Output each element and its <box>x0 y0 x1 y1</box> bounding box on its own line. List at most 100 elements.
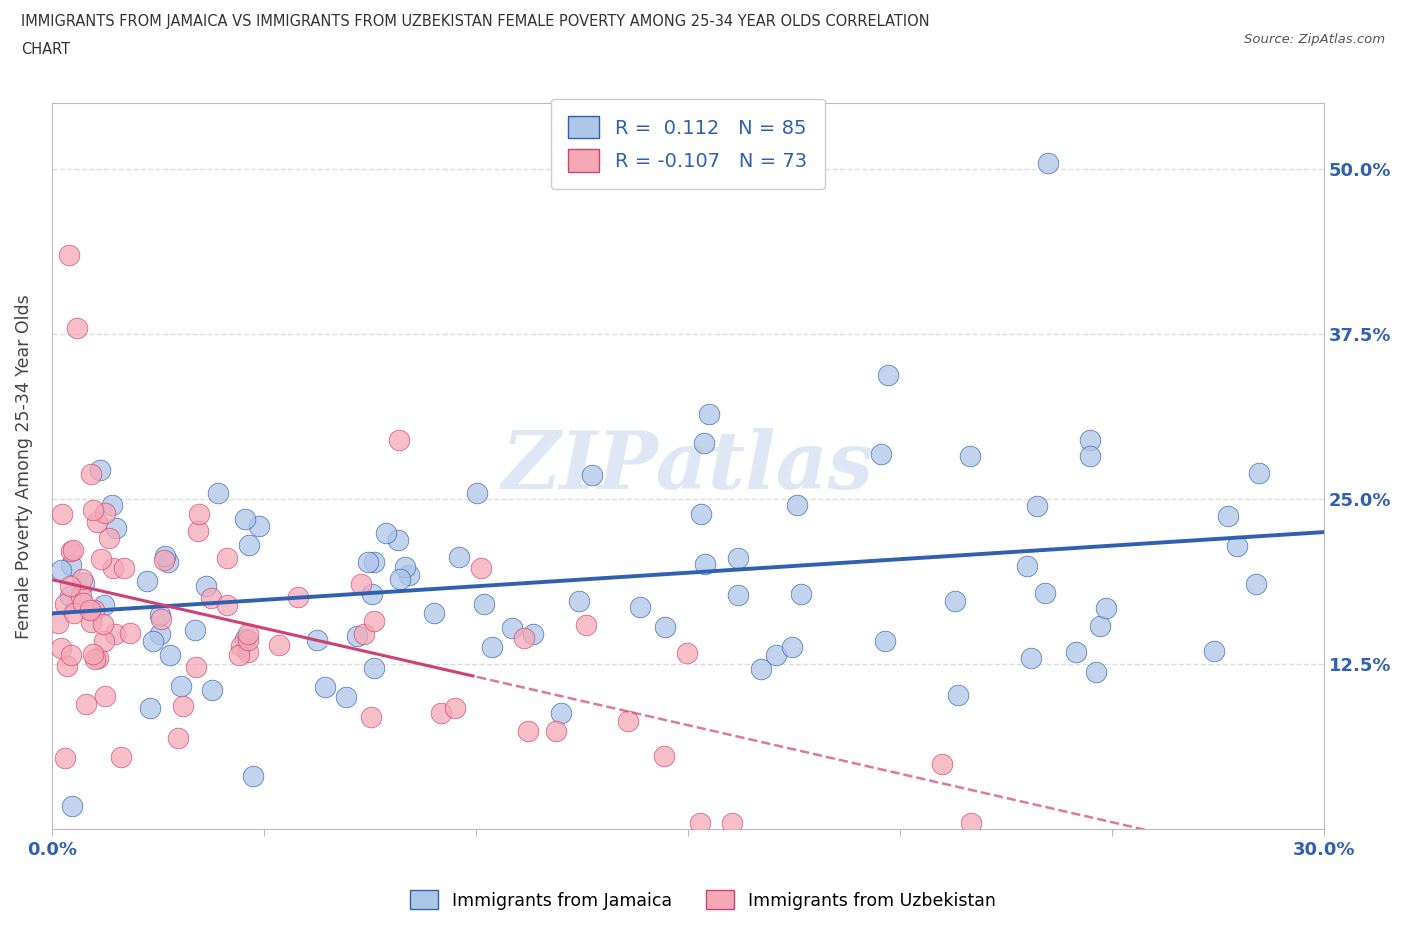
Point <box>727 588 749 603</box>
Point <box>150 612 173 627</box>
Point <box>91 617 114 631</box>
Point <box>104 521 127 536</box>
Point <box>363 554 385 569</box>
Point <box>790 586 813 601</box>
Point <box>1019 650 1042 665</box>
Point <box>307 632 329 647</box>
Point <box>53 597 76 612</box>
Point <box>236 626 259 641</box>
Point <box>481 640 503 655</box>
Point <box>422 605 444 620</box>
Point <box>82 646 104 661</box>
Point <box>943 593 966 608</box>
Point <box>1015 558 1038 573</box>
Point <box>335 690 357 705</box>
Text: Source: ZipAtlas.com: Source: ZipAtlas.com <box>1244 33 1385 46</box>
Point <box>567 594 589 609</box>
Point <box>200 591 222 605</box>
Point <box>217 551 239 565</box>
Point <box>581 468 603 483</box>
Point <box>63 605 86 620</box>
Point <box>153 552 176 567</box>
Point <box>93 689 115 704</box>
Point <box>94 506 117 521</box>
Point <box>79 603 101 618</box>
Point <box>59 544 82 559</box>
Point <box>470 561 492 576</box>
Point <box>238 538 260 552</box>
Point <box>1249 465 1271 480</box>
Point <box>136 574 159 589</box>
Point <box>172 699 194 714</box>
Point <box>66 320 89 335</box>
Point <box>1033 585 1056 600</box>
Point <box>72 571 94 586</box>
Point <box>1226 539 1249 554</box>
Point <box>1088 618 1111 633</box>
Point <box>350 577 373 591</box>
Point <box>465 485 488 500</box>
Point <box>676 646 699 661</box>
Point <box>786 498 808 512</box>
Point <box>80 615 103 630</box>
Point <box>689 816 711 830</box>
Point <box>721 816 744 830</box>
Point <box>353 627 375 642</box>
Point <box>375 525 398 540</box>
Y-axis label: Female Poverty Among 25-34 Year Olds: Female Poverty Among 25-34 Year Olds <box>15 294 32 639</box>
Point <box>101 561 124 576</box>
Point <box>233 512 256 526</box>
Point <box>398 567 420 582</box>
Point <box>207 485 229 500</box>
Point <box>765 647 787 662</box>
Point <box>217 598 239 613</box>
Point <box>695 556 717 571</box>
Point <box>229 639 252 654</box>
Point <box>51 563 73 578</box>
Point <box>58 247 80 262</box>
Point <box>98 530 121 545</box>
Point <box>149 626 172 641</box>
Point <box>388 432 411 447</box>
Point <box>72 575 94 590</box>
Point <box>89 462 111 477</box>
Point <box>513 631 536 645</box>
Point <box>149 607 172 622</box>
Point <box>1064 644 1087 659</box>
Point <box>361 587 384 602</box>
Point <box>195 578 218 593</box>
Point <box>184 659 207 674</box>
Point <box>139 700 162 715</box>
Point <box>394 560 416 575</box>
Point <box>387 533 409 548</box>
Point <box>75 697 97 711</box>
Point <box>82 502 104 517</box>
Point <box>62 543 84 558</box>
Point <box>931 757 953 772</box>
Point <box>363 660 385 675</box>
Point <box>247 519 270 534</box>
Point <box>447 550 470 565</box>
Point <box>59 557 82 572</box>
Point <box>654 620 676 635</box>
Point <box>960 816 983 830</box>
Point <box>357 554 380 569</box>
Point <box>516 724 538 739</box>
Point <box>1080 432 1102 447</box>
Point <box>690 507 713 522</box>
Point <box>156 554 179 569</box>
Point <box>430 705 453 720</box>
Point <box>87 651 110 666</box>
Text: CHART: CHART <box>21 42 70 57</box>
Point <box>242 768 264 783</box>
Point <box>159 647 181 662</box>
Point <box>501 620 523 635</box>
Point <box>59 578 82 593</box>
Point <box>444 700 467 715</box>
Point <box>287 589 309 604</box>
Point <box>360 710 382 724</box>
Point <box>1094 601 1116 616</box>
Point <box>876 368 898 383</box>
Point <box>120 626 142 641</box>
Point <box>346 629 368 644</box>
